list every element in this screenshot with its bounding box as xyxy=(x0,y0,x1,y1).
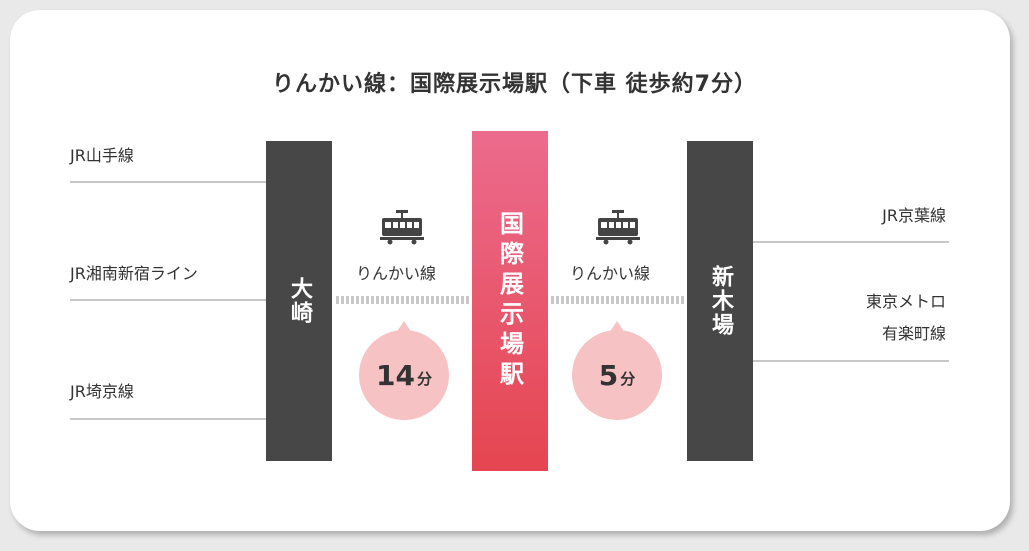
line-label-yurakucho: 有楽町線 xyxy=(881,324,946,343)
time-bubble-osaki: 14 分 xyxy=(359,321,449,420)
line-label-saikyo: JR埼京線 xyxy=(70,382,134,401)
track-kokusai-shinkiba xyxy=(551,296,684,304)
station-kokusai-tenjijo: 国際展示場駅 xyxy=(472,131,548,471)
line-label-yamanote: JR山手線 xyxy=(70,146,134,165)
line-label-keiyo: JR京葉線 xyxy=(882,206,946,225)
divider xyxy=(70,418,266,420)
train-icon xyxy=(380,210,424,245)
divider xyxy=(70,299,266,301)
station-osaki-label: 大崎 xyxy=(287,277,312,325)
minutes-unit: 分 xyxy=(620,369,636,388)
minutes-unit: 分 xyxy=(416,369,432,388)
line-label-shonan-shinjuku: JR湘南新宿ライン xyxy=(70,264,198,283)
minutes-value: 5 xyxy=(598,358,619,392)
station-osaki: 大崎 xyxy=(266,141,332,461)
segment-line-label: りんかい線 xyxy=(570,264,651,283)
station-shinkiba-label: 新木場 xyxy=(708,265,733,337)
station-kokusai-label: 国際展示場駅 xyxy=(495,211,524,391)
divider xyxy=(70,181,266,183)
divider xyxy=(753,360,949,362)
segment-line-label: りんかい線 xyxy=(356,264,437,283)
divider xyxy=(753,241,949,243)
track-osaki-kokusai xyxy=(336,296,469,304)
train-icon xyxy=(596,210,640,245)
line-label-tokyo-metro: 東京メトロ xyxy=(865,292,946,311)
minutes-value: 14 xyxy=(376,358,415,392)
page-title: りんかい線：国際展示場駅（下車 徒歩約7分） xyxy=(272,72,757,97)
station-shinkiba: 新木場 xyxy=(687,141,753,461)
